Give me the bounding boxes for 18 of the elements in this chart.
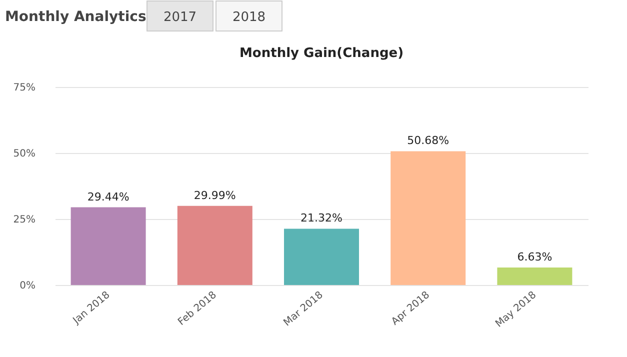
- bar: [177, 206, 252, 285]
- y-tick-label: 25%: [13, 214, 36, 226]
- bar: [390, 151, 466, 285]
- text: 2018: [232, 10, 266, 25]
- data-label: 6.63%: [517, 250, 552, 264]
- data-label: 29.99%: [194, 188, 236, 202]
- y-tick-label: 75%: [13, 82, 36, 94]
- bar: [497, 267, 572, 285]
- bar: [70, 207, 146, 285]
- data-label: 29.44%: [87, 190, 130, 204]
- bar: [284, 228, 359, 285]
- text: Monthly Analytics: [5, 9, 146, 25]
- chart-title: Monthly Gain(Change): [239, 46, 404, 61]
- text: 2017: [163, 10, 197, 25]
- data-label: 50.68%: [407, 134, 450, 148]
- data-label: 21.32%: [300, 212, 342, 225]
- y-tick-label: 0%: [20, 280, 36, 292]
- y-tick-label: 50%: [13, 148, 36, 160]
